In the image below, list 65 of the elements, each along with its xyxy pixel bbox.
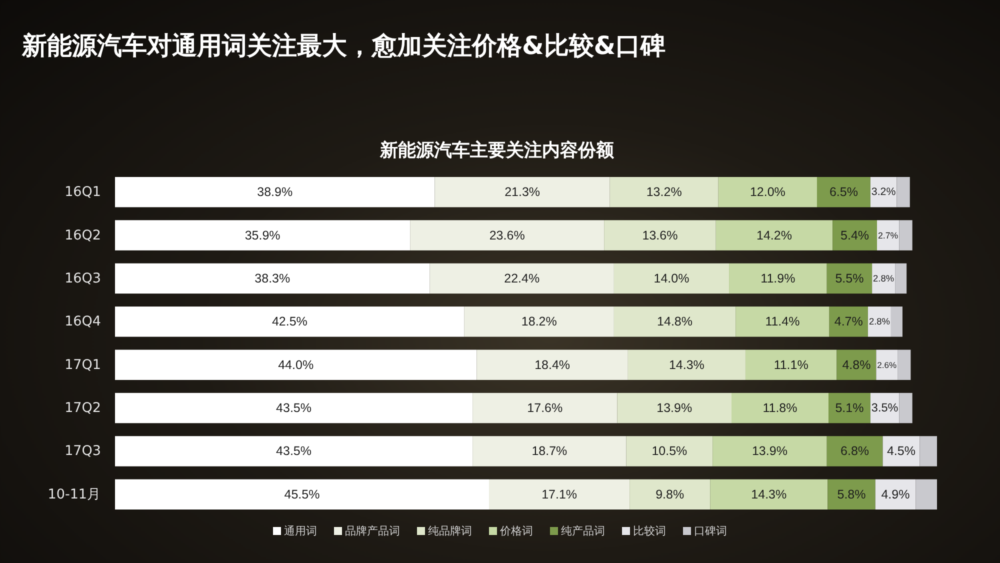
data-label: 21.3% xyxy=(504,185,540,200)
data-label: 23.6% xyxy=(489,228,525,242)
data-label: 14.2% xyxy=(756,228,792,242)
data-label: 11.4% xyxy=(765,314,800,329)
data-label: 4.7% xyxy=(834,314,863,329)
data-label: 11.9% xyxy=(760,271,796,286)
data-label: 5.4% xyxy=(840,228,870,242)
data-label: 38.9% xyxy=(257,185,293,200)
data-label: 2.8% xyxy=(873,273,894,284)
data-label: 4.9% xyxy=(881,487,910,502)
y-tick-label: 17Q2 xyxy=(64,400,101,416)
data-label: 45.5% xyxy=(284,487,320,502)
legend-label: 价格词 xyxy=(499,524,533,538)
legend-label: 品牌产品词 xyxy=(345,524,400,538)
y-tick-label: 17Q3 xyxy=(64,443,101,460)
data-label: 13.2% xyxy=(646,185,682,200)
data-label: 6.5% xyxy=(829,185,858,200)
data-label: 17.6% xyxy=(527,401,563,416)
data-label: 38.3% xyxy=(254,271,290,286)
data-label: 5.5% xyxy=(835,271,864,286)
data-label: 3.5% xyxy=(871,402,899,415)
y-tick-label: 16Q2 xyxy=(64,227,101,244)
data-label: 44.0% xyxy=(278,358,314,372)
data-label: 14.3% xyxy=(668,358,704,372)
data-label: 9.8% xyxy=(656,487,684,502)
data-label: 2.6% xyxy=(877,360,897,370)
data-label: 4.5% xyxy=(886,444,916,458)
legend-label: 口碑词 xyxy=(694,524,727,538)
data-label: 14.3% xyxy=(751,487,787,502)
data-label: 5.1% xyxy=(835,401,864,416)
data-label: 17.1% xyxy=(542,487,578,502)
data-label: 43.5% xyxy=(276,444,312,458)
data-label: 14.8% xyxy=(657,314,693,329)
y-tick-label: 17Q1 xyxy=(64,356,101,373)
y-tick-label: 16Q1 xyxy=(64,184,101,200)
data-label: 12.0% xyxy=(750,185,786,200)
y-tick-label: 16Q3 xyxy=(64,270,101,286)
data-label: 13.9% xyxy=(752,444,788,458)
data-label: 35.9% xyxy=(244,228,280,242)
legend-label: 纯产品词 xyxy=(561,524,605,538)
data-label: 13.9% xyxy=(656,401,692,416)
data-label: 42.5% xyxy=(272,314,308,329)
data-label: 6.8% xyxy=(840,444,870,458)
data-label: 5.8% xyxy=(837,487,866,502)
data-label: 14.0% xyxy=(654,271,690,286)
data-label: 18.7% xyxy=(532,444,568,458)
chart-subtitle: 新能源汽车主要关注内容份额 xyxy=(379,140,615,161)
data-label: 13.6% xyxy=(642,228,678,242)
data-label: 4.8% xyxy=(842,358,871,372)
legend-label: 比较词 xyxy=(633,524,666,538)
data-label: 18.2% xyxy=(521,314,557,329)
data-label: 11.1% xyxy=(774,358,808,372)
data-label: 11.8% xyxy=(762,401,798,416)
data-label: 18.4% xyxy=(534,358,570,372)
data-label: 2.7% xyxy=(878,230,898,240)
data-label: 22.4% xyxy=(504,271,540,286)
y-tick-label: 10-11月 xyxy=(48,486,101,502)
legend-label: 纯品牌词 xyxy=(428,524,472,538)
chart-title: 新能源汽车对通用词关注最大，愈加关注价格&比较&口碑 xyxy=(21,31,666,60)
data-label: 2.8% xyxy=(868,316,890,327)
data-label: 10.5% xyxy=(652,444,688,458)
data-label: 43.5% xyxy=(276,401,312,416)
data-label: 3.2% xyxy=(871,186,896,198)
y-tick-label: 16Q4 xyxy=(64,314,101,330)
legend-label: 通用词 xyxy=(284,524,317,538)
